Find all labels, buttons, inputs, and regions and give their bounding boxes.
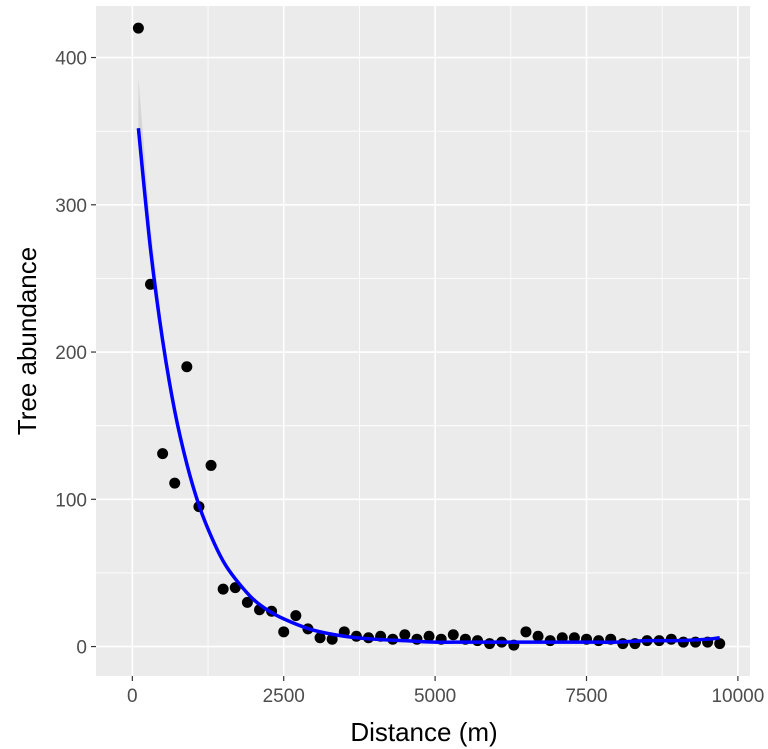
- data-point: [532, 630, 544, 642]
- x-tick-label: 0: [127, 686, 138, 707]
- y-tick-label: 400: [55, 49, 87, 70]
- data-point: [447, 629, 459, 641]
- y-tick-label: 100: [55, 490, 87, 511]
- x-axis-tick-labels: 0 2500 5000 7500 10000: [127, 686, 764, 707]
- x-axis-title: Distance (m): [350, 717, 497, 747]
- data-point: [181, 361, 193, 373]
- data-point: [157, 448, 169, 460]
- data-point: [399, 629, 411, 641]
- y-axis-tick-labels: 0 100 200 300 400: [55, 49, 87, 659]
- data-point: [278, 626, 290, 638]
- x-tick-label: 10000: [711, 686, 764, 707]
- data-point: [132, 22, 144, 34]
- data-point: [205, 459, 217, 471]
- x-tick-label: 7500: [565, 686, 607, 707]
- y-tick-label: 0: [76, 638, 87, 659]
- data-point: [423, 630, 435, 642]
- axis-ticks: [91, 56, 739, 681]
- data-point: [290, 610, 302, 622]
- data-point: [714, 638, 726, 650]
- y-axis-title: Tree abundance: [12, 247, 42, 435]
- minor-gridlines: [96, 6, 750, 676]
- data-point: [241, 596, 253, 608]
- data-point: [520, 626, 532, 638]
- fit-line: [136, 128, 720, 644]
- plot-panel: [96, 6, 750, 676]
- major-gridlines: [96, 6, 750, 676]
- y-tick-label: 200: [55, 343, 87, 364]
- y-tick-label: 300: [55, 196, 87, 217]
- data-point: [169, 477, 181, 489]
- x-tick-label: 2500: [263, 686, 305, 707]
- data-point: [217, 583, 229, 595]
- data-point: [314, 632, 326, 644]
- x-tick-label: 5000: [414, 686, 456, 707]
